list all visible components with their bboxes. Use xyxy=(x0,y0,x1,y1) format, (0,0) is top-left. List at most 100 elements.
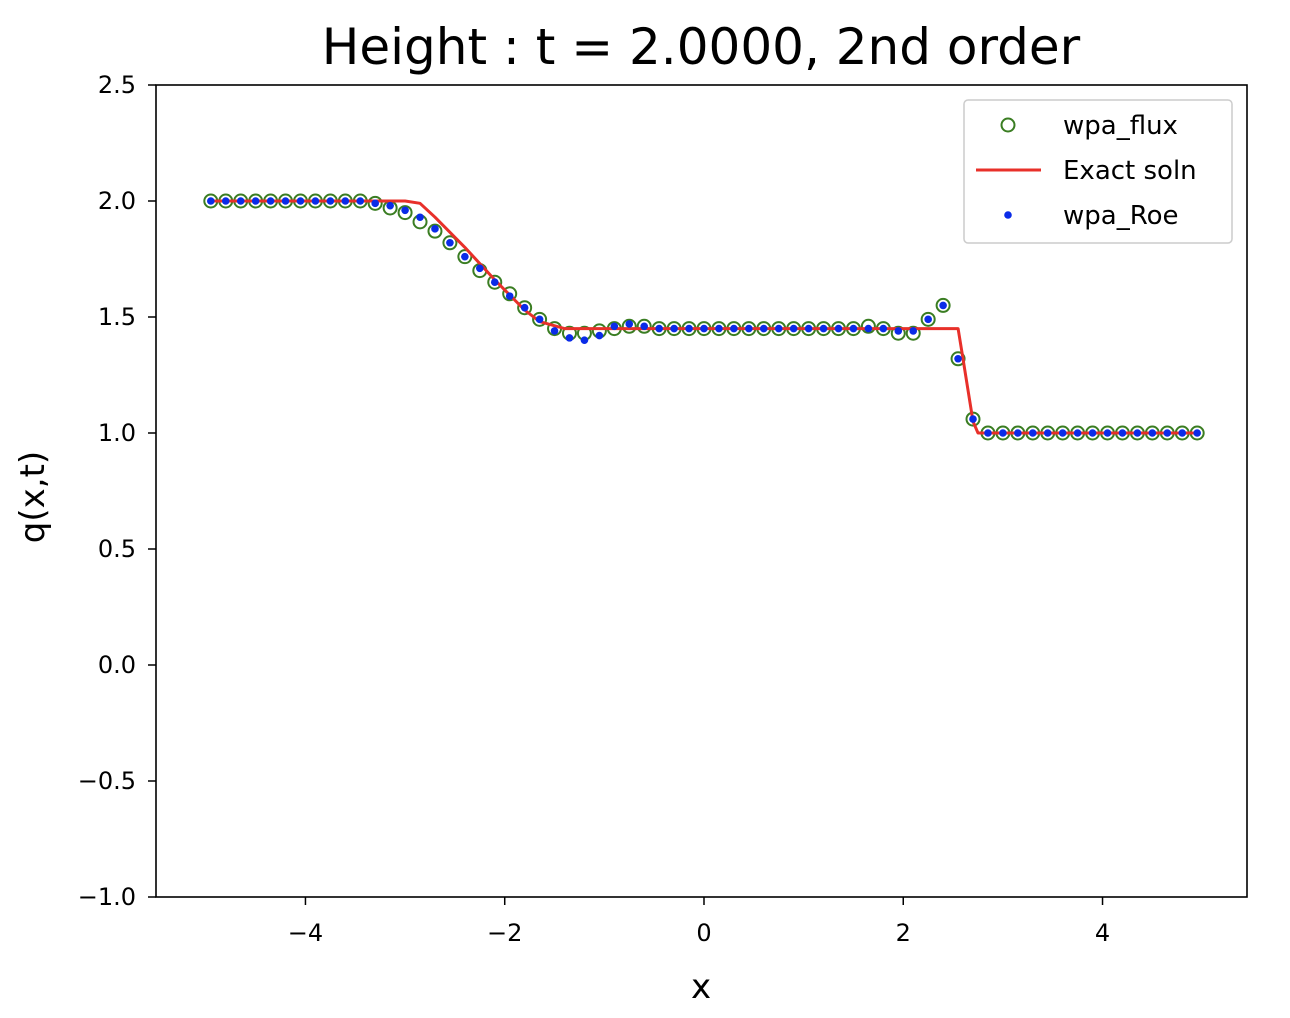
wpa-roe-point xyxy=(580,336,589,345)
x-tick-label: 4 xyxy=(1095,919,1110,947)
wpa-roe-point xyxy=(759,324,768,333)
wpa-roe-point xyxy=(1073,429,1082,437)
wpa-roe-point xyxy=(909,327,918,335)
wpa-flux-point xyxy=(397,205,413,221)
y-tick-label: −0.5 xyxy=(78,767,136,795)
wpa-roe-point xyxy=(685,324,693,333)
wpa-flux-point xyxy=(502,286,518,302)
axes-frame xyxy=(155,84,1248,898)
wpa-roe-point xyxy=(326,197,335,205)
wpa-roe-point xyxy=(446,238,454,247)
wpa-roe-point xyxy=(1043,429,1052,437)
wpa-roe-point xyxy=(969,415,977,423)
wpa-roe-point xyxy=(700,324,708,333)
wpa-roe-point xyxy=(1058,429,1067,437)
wpa-roe-point xyxy=(505,292,514,300)
wpa-roe-point xyxy=(461,252,469,261)
wpa-roe-point xyxy=(819,324,828,333)
wpa-roe-point xyxy=(221,197,230,205)
wpa-roe-point xyxy=(1088,429,1097,437)
wpa-roe-point xyxy=(281,197,290,205)
wpa-roe-point xyxy=(266,197,275,205)
wpa-roe-point xyxy=(595,331,604,340)
wpa-flux-point xyxy=(487,274,503,290)
wpa-roe-point xyxy=(1148,429,1157,437)
wpa-roe-point xyxy=(864,324,873,333)
wpa-roe-point xyxy=(341,197,350,205)
wpa-roe-point xyxy=(386,201,394,210)
wpa-roe-point xyxy=(311,197,320,205)
x-tick-label: −4 xyxy=(288,919,323,947)
legend-marker-wpa-flux xyxy=(1000,117,1016,133)
wpa-flux-point xyxy=(532,311,548,327)
wpa-roe-point xyxy=(670,324,678,333)
wpa-roe-point xyxy=(251,197,260,205)
wpa-roe-point xyxy=(625,320,634,328)
wpa-roe-point xyxy=(954,354,962,363)
wpa-flux-point xyxy=(621,318,637,334)
wpa-roe-point xyxy=(1103,429,1112,437)
wpa-roe-point xyxy=(371,199,379,208)
legend-marker-wpa-roe xyxy=(1004,211,1012,219)
wpa-flux-point xyxy=(905,325,921,341)
wpa-roe-point xyxy=(715,324,723,333)
wpa-roe-point xyxy=(774,324,783,333)
legend-label-exact-soln: Exact soln xyxy=(1063,156,1197,186)
wpa-roe-point xyxy=(1118,429,1127,437)
wpa-roe-point xyxy=(999,429,1007,437)
wpa-roe-point xyxy=(834,324,843,333)
wpa-roe-point xyxy=(416,213,424,222)
wpa-roe-point xyxy=(789,324,798,333)
wpa-roe-point xyxy=(565,334,574,342)
wpa-roe-point xyxy=(610,322,619,331)
wpa-roe-point xyxy=(1178,429,1187,437)
y-tick-label: 1.5 xyxy=(98,303,136,331)
wpa-roe-point xyxy=(1163,429,1172,437)
wpa-roe-point xyxy=(236,197,245,205)
y-tick-label: −1.0 xyxy=(78,883,136,911)
wpa-roe-point xyxy=(879,324,888,333)
wpa-roe-point xyxy=(939,301,947,310)
wpa-flux-point xyxy=(935,297,951,313)
wpa-roe-point xyxy=(401,206,409,215)
wpa-roe-point xyxy=(804,324,813,333)
wpa-roe-point xyxy=(655,324,663,333)
legend: wpa_flux Exact soln wpa_Roe xyxy=(963,99,1233,244)
wpa-flux-point xyxy=(457,249,473,265)
wpa-roe-point xyxy=(730,324,738,333)
wpa-flux-point xyxy=(636,318,652,334)
wpa-roe-point xyxy=(476,264,484,273)
y-tick-label: 2.0 xyxy=(98,187,136,215)
x-tick-label: −2 xyxy=(487,919,522,947)
wpa-roe-point xyxy=(849,324,858,333)
wpa-flux-point xyxy=(920,311,936,327)
wpa-roe-point xyxy=(1014,429,1022,437)
y-axis-label: q(x,t) xyxy=(13,451,53,543)
wpa-flux-point xyxy=(860,318,876,334)
wpa-roe-point xyxy=(356,197,365,205)
y-tick-label: 2.5 xyxy=(98,71,136,99)
y-tick-label: 0.0 xyxy=(98,651,136,679)
wpa-roe-point xyxy=(984,429,992,437)
wpa-roe-point xyxy=(535,315,544,324)
x-tick-label: 2 xyxy=(896,919,911,947)
wpa-roe-point xyxy=(520,303,529,312)
wpa-flux-point xyxy=(442,235,458,251)
wpa-flux-point xyxy=(890,325,906,341)
wpa-flux-point xyxy=(517,300,533,316)
x-tick-label: 0 xyxy=(696,919,711,947)
wpa-flux-point xyxy=(950,351,966,367)
legend-label-wpa-roe: wpa_Roe xyxy=(1063,201,1179,231)
wpa-roe-point xyxy=(490,278,499,287)
wpa-roe-point xyxy=(894,327,903,335)
wpa-roe-point xyxy=(431,225,439,233)
wpa-roe-point xyxy=(745,324,753,333)
wpa-roe-point xyxy=(1133,429,1142,437)
y-tick-label: 0.5 xyxy=(98,535,136,563)
wpa-roe-point xyxy=(206,197,215,205)
wpa-roe-point xyxy=(640,322,649,331)
wpa-flux-point xyxy=(367,195,383,211)
wpa-roe-point xyxy=(924,315,932,324)
wpa-roe-point xyxy=(1028,429,1037,437)
y-tick-label: 1.0 xyxy=(98,419,136,447)
